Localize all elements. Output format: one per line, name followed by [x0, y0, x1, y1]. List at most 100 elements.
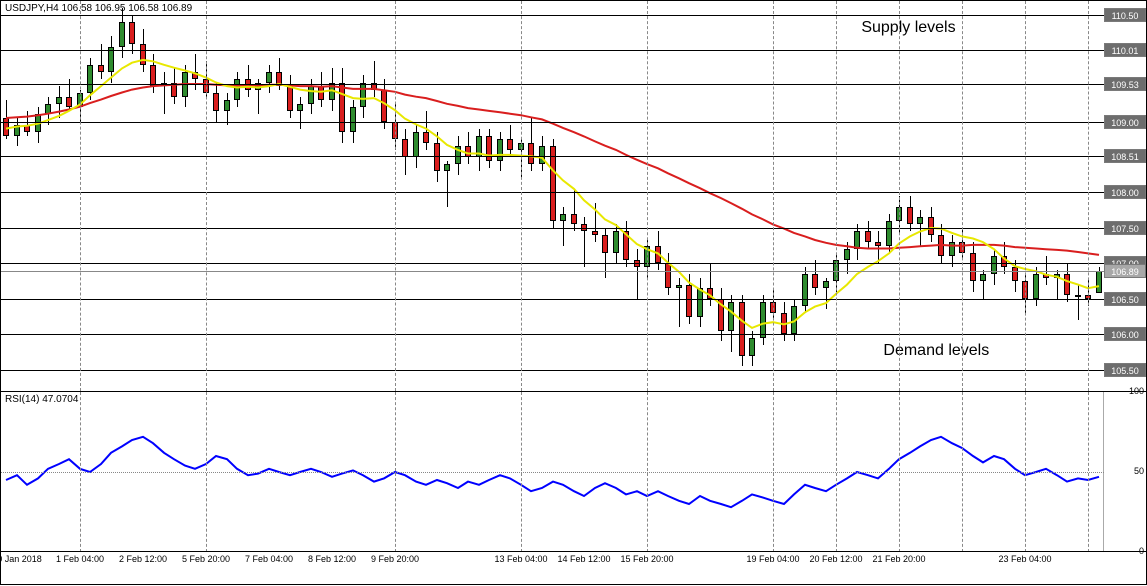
time-gridline [899, 1, 900, 391]
price-level-line [1, 84, 1104, 85]
time-gridline [1088, 1, 1089, 391]
candle-body [497, 139, 503, 160]
candle-body [24, 125, 30, 132]
candle-body [1012, 267, 1018, 281]
time-label: 2 Feb 12:00 [119, 554, 167, 564]
price-level-tag: 106.89 [1104, 264, 1146, 278]
price-level-tag: 106.50 [1104, 292, 1146, 306]
candle-body [224, 100, 230, 111]
time-label: 19 Feb 04:00 [746, 554, 799, 564]
time-label: 9 Feb 20:00 [371, 554, 419, 564]
candle-body [655, 246, 661, 264]
price-level-tag: 105.50 [1104, 363, 1146, 377]
candle-body [875, 242, 881, 246]
candle-body [865, 231, 871, 242]
price-panel[interactable]: USDJPY,H4 106.58 106.95 106.58 106.89 Su… [1, 1, 1146, 391]
candle-body [718, 299, 724, 331]
candle-body [812, 274, 818, 288]
candle-body [613, 231, 619, 252]
candle-body [623, 231, 629, 259]
candle-body [1043, 274, 1049, 278]
time-gridline [647, 1, 648, 391]
annotation-label: Supply levels [861, 19, 955, 37]
price-level-tag: 107.50 [1104, 221, 1146, 235]
time-axis[interactable]: 30 Jan 20181 Feb 04:002 Feb 12:005 Feb 2… [1, 551, 1146, 586]
price-level-line [1, 334, 1104, 335]
candle-body [192, 72, 198, 79]
candle-body [35, 114, 41, 132]
candle-body [707, 288, 713, 299]
candle-body [444, 164, 450, 171]
time-label: 15 Feb 20:00 [620, 554, 673, 564]
candle-body [1033, 274, 1039, 299]
instrument-title: USDJPY,H4 106.58 106.95 106.58 106.89 [5, 3, 192, 14]
time-gridline [80, 1, 81, 391]
candle-body [938, 235, 944, 256]
candle-body [928, 217, 934, 235]
time-label: 20 Feb 12:00 [809, 554, 862, 564]
candle-body [350, 107, 356, 132]
candle-body [234, 79, 240, 100]
candle-body [602, 235, 608, 253]
candle-body [119, 22, 125, 47]
time-label: 23 Feb 04:00 [998, 554, 1051, 564]
candle-body [297, 104, 303, 111]
candle-wick [374, 61, 375, 96]
candle-wick [563, 207, 564, 246]
candle-body [980, 274, 986, 281]
price-level-tag: 110.01 [1104, 43, 1146, 57]
candle-body [45, 104, 51, 115]
price-level-line [1, 192, 1104, 193]
candle-body [150, 65, 156, 86]
candle-body [728, 302, 734, 330]
rsi-tick-label: 50 [1134, 466, 1144, 476]
price-level-line [1, 299, 1104, 300]
price-level-tag: 109.53 [1104, 77, 1146, 91]
candle-body [98, 65, 104, 72]
candle-body [917, 217, 923, 224]
candle-body [949, 242, 955, 256]
price-level-line [1, 122, 1104, 123]
candle-body [781, 313, 787, 334]
candle-body [213, 93, 219, 111]
price-level-tag: 110.50 [1104, 8, 1146, 22]
candle-body [423, 132, 429, 143]
candle-wick [595, 203, 596, 242]
candle-wick [637, 249, 638, 299]
candle-body [823, 281, 829, 288]
candle-body [592, 231, 598, 235]
candle-body [571, 214, 577, 225]
rsi-scale[interactable]: 100500 [1103, 392, 1146, 552]
time-label: 30 Jan 2018 [0, 554, 42, 564]
candle-body [87, 65, 93, 93]
candle-body [739, 302, 745, 355]
price-level-line [1, 50, 1104, 51]
candle-wick [878, 231, 879, 263]
price-plot[interactable]: USDJPY,H4 106.58 106.95 106.58 106.89 Su… [1, 1, 1104, 391]
candle-body [886, 221, 892, 246]
time-label: 5 Feb 20:00 [182, 554, 230, 564]
candle-body [550, 146, 556, 220]
candle-body [329, 83, 335, 101]
candle-body [539, 146, 545, 164]
candle-body [66, 97, 72, 108]
time-gridline [1025, 1, 1026, 391]
candle-wick [426, 111, 427, 150]
candle-wick [164, 72, 165, 115]
rsi-panel[interactable]: RSI(14) 47.0704 100500 [1, 391, 1146, 552]
candle-body [308, 86, 314, 104]
price-level-tag: 109.00 [1104, 115, 1146, 129]
time-label: 8 Feb 12:00 [308, 554, 356, 564]
candle-body [970, 253, 976, 281]
candle-body [381, 90, 387, 122]
candle-body [287, 86, 293, 111]
price-scale[interactable]: 110.50110.01109.53109.00108.51108.00107.… [1104, 1, 1146, 391]
price-level-line [1, 271, 1104, 272]
price-level-line [1, 15, 1104, 16]
candle-body [791, 306, 797, 334]
candle-body [140, 44, 146, 65]
rsi-tick-label: 100 [1129, 386, 1144, 396]
candle-body [665, 263, 671, 288]
price-level-tag: 108.00 [1104, 185, 1146, 199]
price-level-line [1, 370, 1104, 371]
